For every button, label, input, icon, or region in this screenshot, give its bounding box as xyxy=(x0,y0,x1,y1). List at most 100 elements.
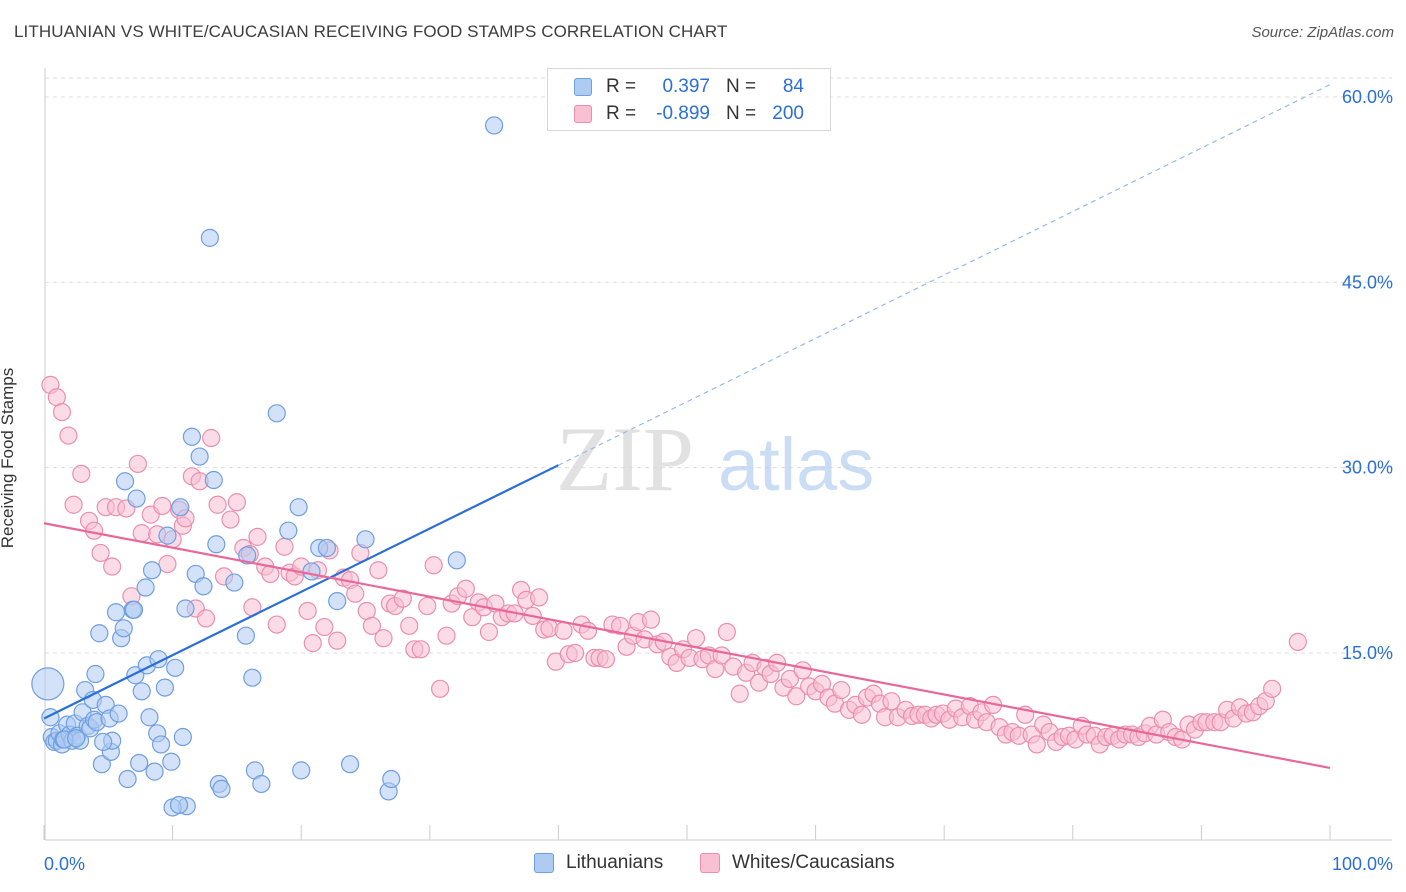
data-point-whites xyxy=(248,527,267,546)
data-point-lithuanians xyxy=(31,667,65,701)
legend-n-value: 200 xyxy=(772,103,804,124)
data-point-lithuanians xyxy=(130,753,149,773)
data-point-lithuanians xyxy=(145,762,164,781)
data-point-lithuanians xyxy=(132,682,151,701)
watermark-zip: ZIP xyxy=(556,408,694,510)
data-point-lithuanians xyxy=(292,761,311,780)
data-point-whites xyxy=(780,669,799,689)
data-point-whites xyxy=(611,616,630,635)
legend-swatch-blue xyxy=(574,78,592,96)
data-point-lithuanians xyxy=(204,470,223,490)
data-point-lithuanians xyxy=(162,752,181,771)
data-point-whites xyxy=(430,679,450,698)
y-tick-label: 45.0% xyxy=(1342,272,1393,292)
legend-r-value: 0.397 xyxy=(662,76,710,97)
y-axis-label: Receiving Food Stamps xyxy=(0,367,17,549)
data-point-whites xyxy=(793,661,812,680)
data-point-lithuanians xyxy=(94,732,113,752)
data-point-lithuanians xyxy=(236,626,256,645)
data-point-lithuanians xyxy=(289,498,308,517)
data-point-lithuanians xyxy=(212,779,231,799)
legend-n-value: 84 xyxy=(782,76,804,97)
data-point-lithuanians xyxy=(166,658,185,677)
data-point-whites xyxy=(787,687,806,706)
data-point-whites xyxy=(303,634,322,653)
data-point-whites xyxy=(298,601,317,621)
legend-r-label: R = xyxy=(606,103,637,124)
data-point-lithuanians xyxy=(109,704,128,723)
data-point-lithuanians xyxy=(182,427,201,446)
data-point-whites xyxy=(59,426,78,445)
data-point-lithuanians xyxy=(124,600,144,619)
data-point-whites xyxy=(393,589,412,608)
data-point-whites xyxy=(400,616,419,635)
trend-line-lithuanians xyxy=(43,464,559,720)
data-point-whites xyxy=(202,428,221,448)
legend-row-whites: R = -0.899 N = 200 xyxy=(548,101,830,127)
legend-n-label: N = xyxy=(726,76,757,97)
data-point-lithuanians xyxy=(67,729,86,748)
data-point-lithuanians xyxy=(302,562,321,581)
data-point-whites xyxy=(424,556,443,575)
data-point-whites xyxy=(275,537,294,556)
data-point-whites xyxy=(566,643,585,663)
data-point-lithuanians xyxy=(243,668,262,687)
data-point-whites xyxy=(411,640,430,659)
trend-line-whites xyxy=(43,522,1331,769)
data-point-whites xyxy=(103,557,122,576)
data-point-whites xyxy=(1027,735,1046,754)
data-point-whites xyxy=(730,684,749,703)
data-point-whites xyxy=(882,692,901,711)
data-point-lithuanians xyxy=(194,577,213,596)
grid-lines xyxy=(45,77,1392,654)
y-tick-label: 60.0% xyxy=(1342,87,1393,107)
data-point-whites xyxy=(153,496,172,516)
data-point-lithuanians xyxy=(142,561,162,580)
legend-n-label: N = xyxy=(726,103,757,124)
data-point-whites xyxy=(72,464,91,483)
data-point-lithuanians xyxy=(127,489,146,508)
data-point-whites xyxy=(267,615,286,634)
data-point-lithuanians xyxy=(158,526,177,545)
data-point-whites xyxy=(641,610,661,629)
data-point-lithuanians xyxy=(86,664,105,684)
data-point-lithuanians xyxy=(176,599,195,618)
data-point-whites xyxy=(456,579,475,598)
data-point-whites xyxy=(128,454,147,474)
data-point-lithuanians xyxy=(190,447,209,466)
data-point-whites xyxy=(64,495,83,514)
data-point-whites xyxy=(221,510,240,529)
data-point-whites xyxy=(596,650,616,669)
data-point-whites xyxy=(717,622,736,642)
data-point-whites xyxy=(1288,632,1307,651)
data-point-lithuanians xyxy=(267,404,286,423)
watermark-atlas: atlas xyxy=(718,423,874,506)
data-point-whites xyxy=(227,493,246,512)
data-point-whites xyxy=(328,631,347,650)
data-point-whites xyxy=(374,629,393,648)
data-point-lithuanians xyxy=(382,769,401,789)
data-point-lithuanians xyxy=(155,678,174,697)
watermark: ZIP atlas xyxy=(556,408,874,510)
data-point-lithuanians xyxy=(328,592,347,611)
bottom-legend-swatch-pink xyxy=(700,853,720,873)
data-point-whites xyxy=(208,495,227,514)
y-tick-label: 15.0% xyxy=(1342,643,1393,663)
data-point-lithuanians xyxy=(340,755,360,774)
data-point-lithuanians xyxy=(225,573,244,592)
source-credit: Source: ZipAtlas.com xyxy=(1251,24,1394,41)
data-point-whites xyxy=(369,561,388,580)
bottom-legend: Lithuanians Whites/Caucasians xyxy=(0,851,1406,877)
tick-labels: 15.0% 30.0% 45.0% 60.0% 0.0% 100.0% xyxy=(44,87,1393,874)
legend: R = 0.397 N = 84 R = -0.899 N = 200 xyxy=(547,68,831,131)
data-point-whites xyxy=(479,622,499,642)
bottom-legend-swatch-blue xyxy=(534,853,554,873)
data-point-lithuanians xyxy=(115,472,135,491)
y-tick-label: 30.0% xyxy=(1342,458,1393,478)
data-point-whites xyxy=(132,524,151,543)
data-point-lithuanians xyxy=(279,521,298,540)
data-point-lithuanians xyxy=(140,708,159,727)
data-point-whites xyxy=(158,554,177,574)
data-point-whites xyxy=(554,621,573,640)
